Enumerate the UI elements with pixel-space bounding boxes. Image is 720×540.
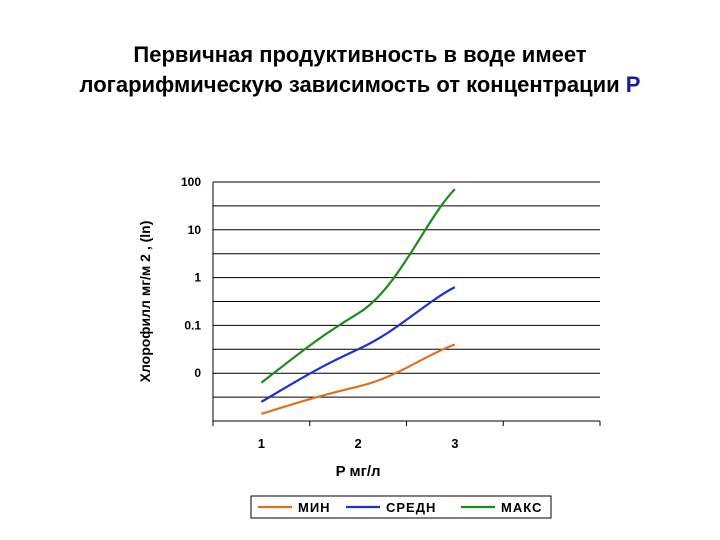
title-line-2: логарифмическую зависимость от концентра… xyxy=(0,70,720,100)
series-line-МИН xyxy=(261,343,456,415)
grid xyxy=(213,181,600,398)
x-tick-label: 1 xyxy=(258,436,265,451)
chart-title: Первичная продуктивность в воде имеет ло… xyxy=(0,40,720,100)
title-accent: P xyxy=(625,72,641,97)
x-axis-label: P мг/л xyxy=(336,463,381,480)
series-lines xyxy=(260,188,456,415)
legend-box xyxy=(250,495,552,519)
y-ticks: 100 10 1 0.1 0 xyxy=(181,175,201,380)
series-line-МАКС xyxy=(260,188,456,384)
legend-label: МАКС xyxy=(501,500,542,515)
title-line-1: Первичная продуктивность в воде имеет xyxy=(133,42,587,67)
y-tick-label: 100 xyxy=(181,175,201,189)
x-tick-label: 3 xyxy=(451,436,458,451)
y-tick-label: 10 xyxy=(188,223,202,237)
axes xyxy=(212,182,601,426)
legend-label: МИН xyxy=(298,500,331,515)
y-tick-label: 1 xyxy=(194,271,201,285)
y-tick-label: 0.1 xyxy=(184,318,201,332)
y-tick-label: 0 xyxy=(194,366,201,380)
y-axis-label: Хлорофилл мг/м 2 , (ln) xyxy=(137,221,153,383)
series-line-СРЕДН xyxy=(260,286,456,403)
title-line-2-text: логарифмическую зависимость от концентра… xyxy=(79,72,626,97)
x-tick-label: 2 xyxy=(355,436,362,451)
x-ticks: 1 2 3 xyxy=(258,436,459,451)
legend: МИН СРЕДН МАКС xyxy=(250,495,552,519)
legend-label: СРЕДН xyxy=(386,500,436,515)
